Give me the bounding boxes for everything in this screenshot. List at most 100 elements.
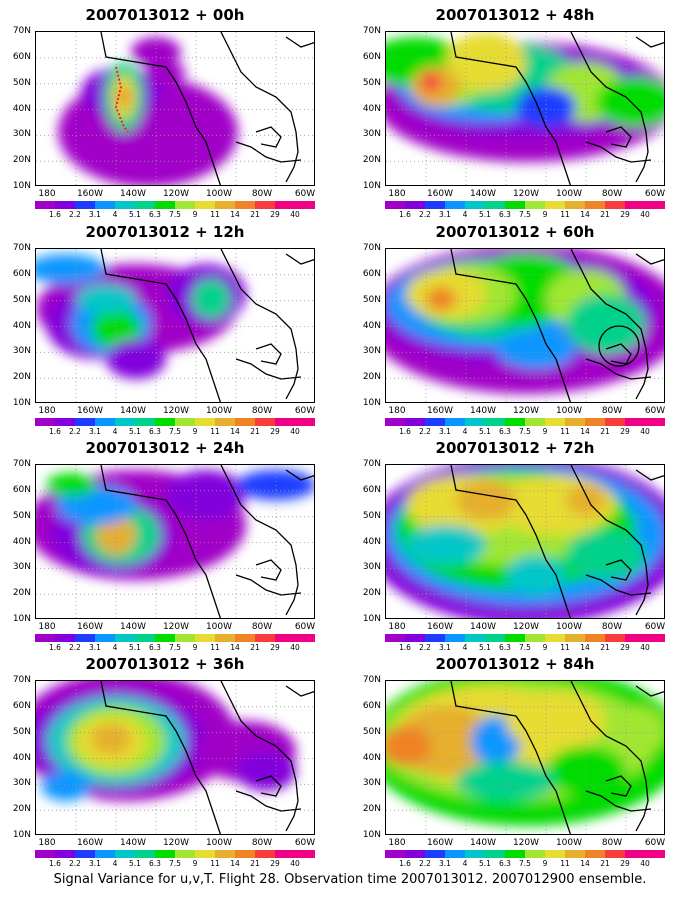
colorbar-level-label: 21 bbox=[600, 210, 610, 219]
map-panel: 2007013012 + 48h 70N 60N 50N 40N 30N 20N 10N 180… bbox=[350, 0, 680, 219]
latitude-label: 40N bbox=[12, 536, 31, 547]
latitude-label: 10N bbox=[362, 614, 381, 624]
colorbar-level-label: 2.2 bbox=[419, 427, 431, 436]
longitude-label: 140W bbox=[469, 838, 497, 848]
variance-contour bbox=[516, 87, 576, 127]
coastline bbox=[585, 141, 652, 163]
colorbar bbox=[385, 850, 665, 858]
map-canvas bbox=[386, 465, 664, 618]
colorbar-level-label: 3.1 bbox=[439, 643, 451, 652]
colorbar-level-label: 6.3 bbox=[499, 643, 511, 652]
longitude-label: 100W bbox=[205, 622, 233, 632]
colorbar-swatch bbox=[505, 634, 525, 642]
latitude-label: 70N bbox=[362, 243, 381, 253]
latitude-label: 60N bbox=[362, 51, 381, 62]
colorbar-level-label: 21 bbox=[600, 427, 610, 436]
colorbar-swatch bbox=[195, 850, 215, 858]
longitude-label: 140W bbox=[119, 189, 147, 199]
colorbar-swatch bbox=[295, 850, 315, 858]
colorbar-level-label: 29 bbox=[620, 210, 630, 219]
longitude-label: 100W bbox=[555, 189, 583, 199]
colorbar-swatch bbox=[195, 634, 215, 642]
longitude-label: 160W bbox=[426, 406, 454, 416]
colorbar-level-label: 9 bbox=[192, 643, 198, 652]
colorbar-swatch bbox=[385, 850, 405, 858]
colorbar-level-label: 9 bbox=[542, 643, 548, 652]
colorbar-swatch bbox=[545, 418, 565, 426]
colorbar-swatch bbox=[525, 850, 545, 858]
colorbar-level-label: 40 bbox=[290, 643, 300, 652]
colorbar-swatch bbox=[485, 850, 505, 858]
longitude-label: 120W bbox=[162, 838, 190, 848]
colorbar-swatch bbox=[175, 418, 195, 426]
longitude-label: 60W bbox=[294, 622, 316, 632]
colorbar-level-label: 21 bbox=[600, 859, 610, 868]
colorbar-swatch bbox=[505, 418, 525, 426]
colorbar-level-label: 1.6 bbox=[399, 643, 411, 652]
colorbar-swatch bbox=[175, 201, 195, 209]
latitude-label: 60N bbox=[12, 700, 31, 711]
variance-field bbox=[386, 465, 664, 618]
colorbar-level-label: 40 bbox=[640, 643, 650, 652]
variance-contour bbox=[236, 751, 296, 791]
colorbar-swatch bbox=[215, 418, 235, 426]
colorbar-level-label: 7.5 bbox=[519, 210, 531, 219]
colorbar-swatch bbox=[545, 634, 565, 642]
coastline bbox=[285, 36, 314, 48]
colorbar-swatch bbox=[585, 634, 605, 642]
latitude-label: 50N bbox=[362, 726, 381, 737]
colorbar-level-label: 4 bbox=[462, 210, 468, 219]
map-frame bbox=[35, 31, 315, 186]
colorbar-level-label: 11 bbox=[560, 643, 570, 652]
coastline bbox=[570, 465, 649, 616]
colorbar-level-label: 11 bbox=[560, 210, 570, 219]
longitude-label: 140W bbox=[469, 406, 497, 416]
colorbar-swatch bbox=[235, 850, 255, 858]
colorbar-level-label: 4 bbox=[112, 210, 118, 219]
colorbar-swatch bbox=[215, 850, 235, 858]
latitude-label: 60N bbox=[12, 484, 31, 495]
longitude-label: 100W bbox=[205, 189, 233, 199]
longitude-label: 60W bbox=[644, 189, 666, 199]
colorbar-level-label: 21 bbox=[250, 859, 260, 868]
colorbar bbox=[385, 634, 665, 642]
latitude-label: 70N bbox=[362, 26, 381, 36]
colorbar-level-label: 11 bbox=[210, 427, 220, 436]
colorbar-level-label: 29 bbox=[270, 643, 280, 652]
variance-contour bbox=[41, 771, 91, 801]
latitude-label: 50N bbox=[12, 77, 31, 88]
colorbar-swatch bbox=[585, 418, 605, 426]
coastline bbox=[100, 249, 222, 402]
map-canvas bbox=[36, 465, 314, 618]
longitude-label: 180 bbox=[38, 406, 56, 416]
longitude-label: 120W bbox=[162, 406, 190, 416]
colorbar-level-label: 2.2 bbox=[419, 643, 431, 652]
colorbar-swatch bbox=[175, 634, 195, 642]
colorbar-level-label: 1.6 bbox=[49, 210, 61, 219]
colorbar-level-label: 2.2 bbox=[419, 859, 431, 868]
colorbar-level-label: 4 bbox=[462, 427, 468, 436]
latitude-label: 10N bbox=[12, 614, 31, 624]
coastline bbox=[605, 559, 632, 581]
map-frame bbox=[35, 248, 315, 403]
latitude-label: 70N bbox=[12, 459, 31, 469]
panel-title: 2007013012 + 36h bbox=[85, 655, 245, 673]
variance-field bbox=[386, 32, 664, 162]
colorbar-level-label: 7.5 bbox=[169, 427, 181, 436]
colorbar-swatch bbox=[255, 850, 275, 858]
colorbar-level-label: 40 bbox=[640, 427, 650, 436]
latitude-label: 50N bbox=[362, 510, 381, 521]
coastline bbox=[605, 343, 632, 365]
longitude-label: 160W bbox=[426, 189, 454, 199]
colorbar-swatch bbox=[155, 201, 175, 209]
colorbar-level-label: 14 bbox=[580, 210, 590, 219]
longitude-label: 140W bbox=[119, 406, 147, 416]
coastline bbox=[605, 775, 632, 797]
longitude-label: 180 bbox=[388, 406, 406, 416]
latitude-label: 40N bbox=[362, 103, 381, 114]
colorbar-swatch bbox=[485, 634, 505, 642]
colorbar-level-label: 29 bbox=[270, 210, 280, 219]
latitude-label: 50N bbox=[12, 726, 31, 737]
latitude-label: 70N bbox=[362, 675, 381, 685]
longitude-label: 80W bbox=[601, 622, 623, 632]
